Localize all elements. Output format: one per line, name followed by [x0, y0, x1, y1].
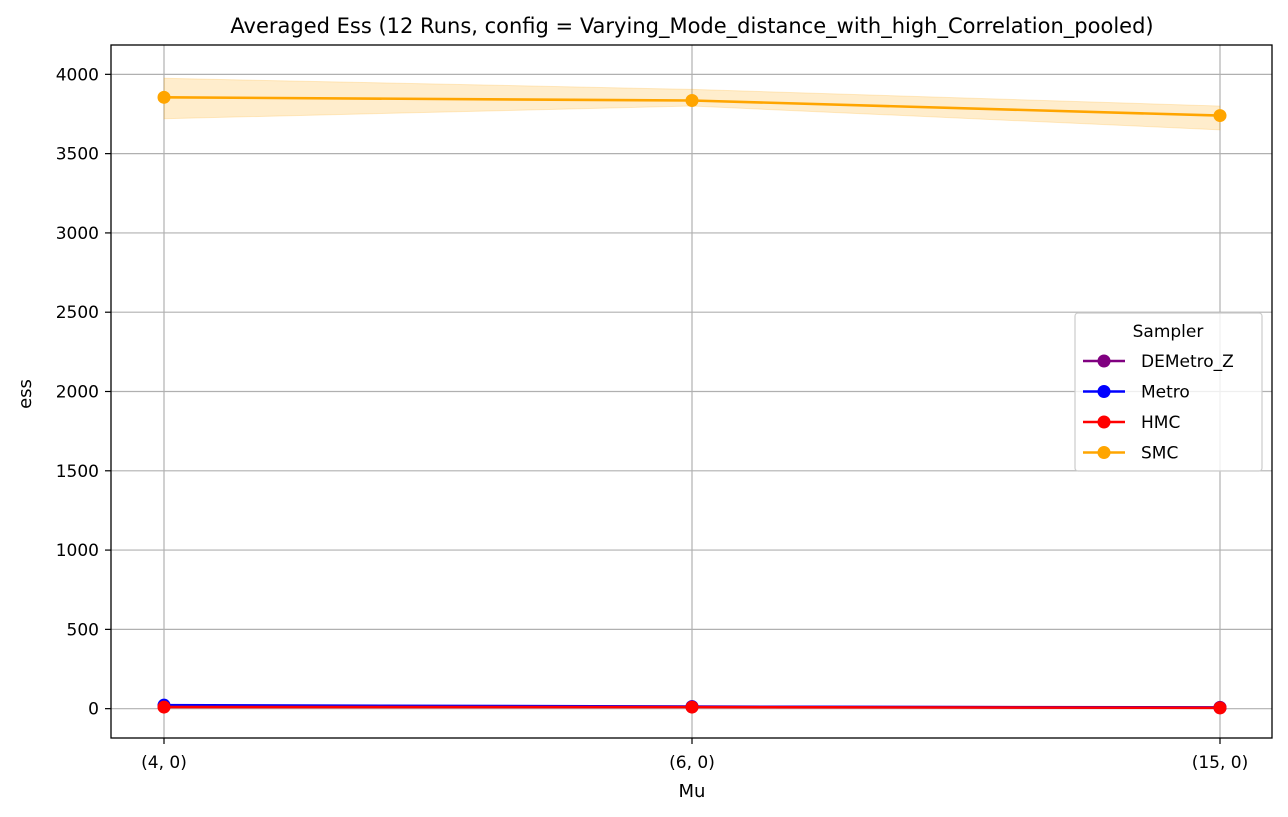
- legend-marker-hmc: [1097, 415, 1111, 429]
- point-hmc: [157, 700, 171, 714]
- point-smc: [157, 90, 171, 104]
- x-axis-label: Mu: [679, 781, 706, 802]
- y-tick-label: 2000: [56, 383, 99, 403]
- grid-lines: [111, 45, 1272, 738]
- legend-box: [1074, 312, 1263, 472]
- legend-marker-metro: [1097, 385, 1111, 398]
- series-points: [157, 90, 1227, 715]
- legend: Sampler DEMetro_Z Metro HMC SMC: [1074, 312, 1263, 472]
- legend-items: DEMetro_Z Metro HMC SMC: [1083, 352, 1234, 464]
- y-tick-label: 4000: [56, 65, 99, 85]
- point-hmc: [1213, 701, 1227, 715]
- legend-marker-smc: [1097, 446, 1111, 459]
- chart-title: Averaged Ess (12 Runs, config = Varying_…: [230, 14, 1153, 39]
- point-smc: [685, 94, 699, 108]
- x-tick-label: (4, 0): [141, 753, 187, 773]
- legend-label-demetro-z: DEMetro_Z: [1141, 352, 1234, 372]
- x-axis-ticks: (4, 0) (6, 0) (15, 0): [141, 738, 1248, 773]
- y-tick-label: 0: [88, 700, 99, 720]
- legend-title: Sampler: [1133, 322, 1204, 342]
- y-axis-ticks: 0 500 1000 1500 2000 2500 3000 3500 4000: [56, 65, 111, 720]
- point-hmc: [685, 700, 699, 714]
- point-smc: [1213, 109, 1227, 123]
- y-tick-label: 3500: [56, 145, 99, 165]
- legend-label-hmc: HMC: [1141, 413, 1180, 433]
- y-tick-label: 3000: [56, 224, 99, 244]
- legend-marker-demetro-z: [1097, 354, 1111, 368]
- y-tick-label: 500: [67, 620, 99, 640]
- x-tick-label: (6, 0): [669, 753, 715, 773]
- y-axis-label: ess: [15, 379, 36, 409]
- y-tick-label: 1000: [56, 541, 99, 561]
- legend-label-smc: SMC: [1141, 444, 1178, 464]
- x-tick-label: (15, 0): [1192, 753, 1249, 773]
- legend-label-metro: Metro: [1141, 383, 1190, 403]
- y-tick-label: 2500: [56, 303, 99, 323]
- y-tick-label: 1500: [56, 462, 99, 482]
